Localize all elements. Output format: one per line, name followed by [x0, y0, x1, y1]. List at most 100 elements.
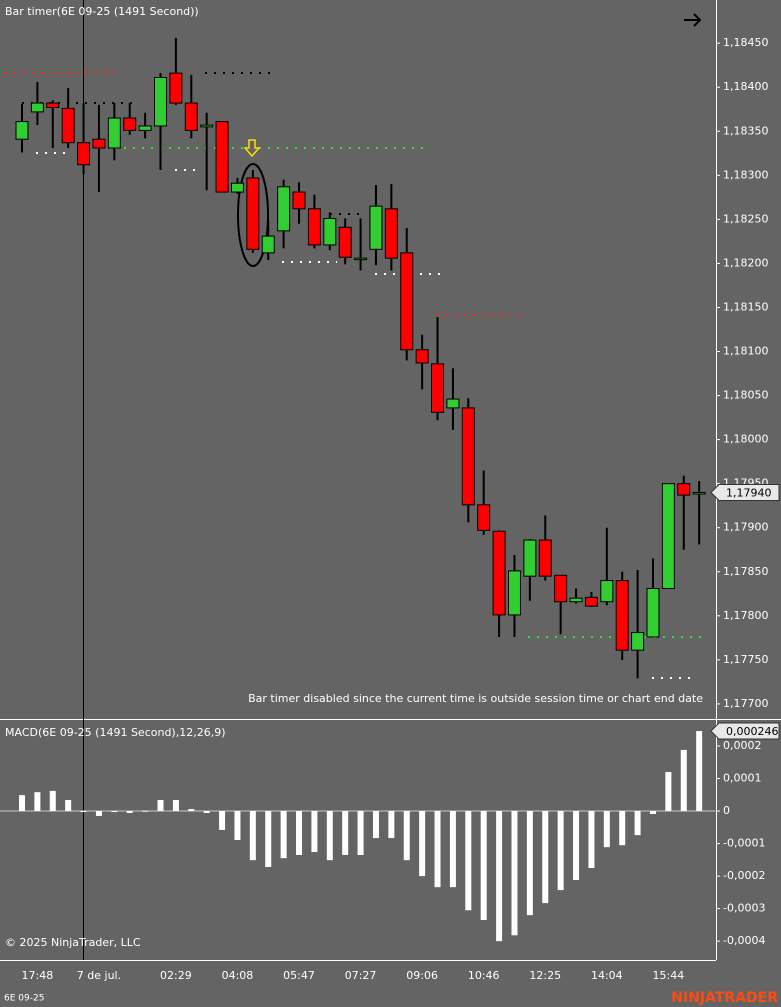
x-tick-label: 04:08	[222, 969, 254, 982]
candle-body	[323, 217, 337, 246]
candle-body	[538, 539, 552, 577]
candle-body	[507, 570, 521, 616]
histogram-bar	[142, 810, 149, 812]
candle-body	[230, 182, 244, 193]
last-value-marker	[710, 483, 780, 501]
y-tick-label: 1,17750	[723, 653, 769, 666]
y-tick-label: -0,0001	[723, 837, 765, 850]
last-value-label: 0,000246	[726, 725, 779, 738]
candle-body	[400, 252, 414, 351]
histogram-bar	[249, 811, 256, 861]
x-tick-label: 14:04	[591, 969, 623, 982]
histogram-bar	[634, 811, 641, 836]
histogram-bar	[357, 811, 364, 855]
candle-body	[261, 235, 275, 254]
candle-body	[354, 257, 368, 261]
candle-body	[61, 107, 75, 144]
histogram-bar	[280, 811, 287, 859]
candle-body	[46, 102, 60, 108]
y-tick-label: 0,0001	[723, 772, 762, 785]
y-tick-label: 1,18350	[723, 124, 769, 137]
y-tick-label: 1,18200	[723, 256, 769, 269]
candle-body	[661, 483, 675, 589]
histogram-bar	[434, 811, 441, 888]
candle-body	[431, 363, 445, 413]
signal-arrow	[243, 139, 261, 158]
candle-body	[338, 226, 352, 258]
candle-body	[184, 102, 198, 131]
histogram-bar	[342, 811, 349, 855]
histogram-bar	[311, 811, 318, 853]
candle-body	[600, 580, 614, 603]
histogram-bar	[496, 811, 503, 942]
histogram-bar	[419, 811, 426, 877]
y-tick-label: 1,17800	[723, 609, 769, 622]
histogram-bar	[511, 811, 518, 936]
logo: NINJATRADER	[671, 990, 778, 1006]
candle-body	[646, 587, 660, 638]
histogram-bar	[157, 800, 164, 812]
chart-title: Bar timer(6E 09-25 (1491 Second))	[5, 5, 199, 18]
histogram-bar	[649, 811, 656, 814]
histogram-bar	[573, 811, 580, 880]
histogram-bar	[449, 811, 456, 888]
candle-body	[138, 125, 152, 131]
copyright: © 2025 NinjaTrader, LLC	[5, 936, 141, 949]
histogram-bar	[526, 811, 533, 916]
x-tick-label: 07:27	[345, 969, 377, 982]
histogram-bar	[542, 811, 549, 904]
last-value-marker	[710, 722, 780, 740]
candle-body	[215, 121, 229, 193]
histogram-bar	[126, 811, 133, 814]
histogram-bar	[172, 800, 179, 812]
candle-body	[461, 407, 475, 506]
y-tick-label: 1,17700	[723, 697, 769, 710]
candle-body	[492, 530, 506, 616]
y-tick-label: 1,18000	[723, 433, 769, 446]
candle-body	[631, 632, 645, 651]
candle-body	[384, 208, 398, 259]
histogram-bar	[80, 811, 87, 813]
histogram-bar	[619, 811, 626, 846]
histogram-bar	[603, 811, 610, 848]
histogram-bar	[296, 811, 303, 855]
candle-body	[307, 208, 321, 246]
histogram-bar	[696, 731, 703, 812]
y-tick-label: 1,18050	[723, 389, 769, 402]
candle-body	[15, 121, 29, 140]
y-tick-label: -0,0002	[723, 869, 765, 882]
candle-body	[446, 398, 460, 409]
histogram-bar	[480, 811, 487, 920]
y-tick-label: 1,18300	[723, 168, 769, 181]
histogram-bar	[95, 811, 102, 816]
x-tick-label: 09:06	[406, 969, 438, 982]
y-tick-label: -0,0004	[723, 934, 765, 947]
y-tick-label: 1,17850	[723, 565, 769, 578]
candle-body	[30, 102, 44, 113]
histogram-bar	[234, 811, 241, 840]
histogram-bar	[203, 811, 210, 814]
candle-body	[615, 580, 629, 651]
y-tick-label: 1,18100	[723, 345, 769, 358]
candle-body	[477, 504, 491, 531]
x-tick-label: 15:44	[653, 969, 685, 982]
candle-body	[277, 186, 291, 232]
x-tick-label: 02:29	[160, 969, 192, 982]
y-tick-label: 1,17900	[723, 521, 769, 534]
histogram-bar	[680, 749, 687, 812]
annotation: Bar timer disabled since the current tim…	[248, 692, 703, 705]
histogram-bar	[219, 811, 226, 830]
histogram-bar	[372, 811, 379, 839]
x-tick-label: 05:47	[283, 969, 315, 982]
instrument-label: 6E 09-25	[4, 994, 44, 1004]
candle-body	[523, 539, 537, 577]
y-tick-label: 0	[723, 804, 730, 817]
histogram-bar	[665, 772, 672, 812]
highlight-ellipse	[237, 163, 269, 267]
level-lines	[5, 72, 702, 679]
histogram-bar	[557, 811, 564, 891]
candle-body	[677, 483, 691, 496]
nav-arrow[interactable]	[684, 13, 702, 27]
candle-body	[415, 349, 429, 364]
